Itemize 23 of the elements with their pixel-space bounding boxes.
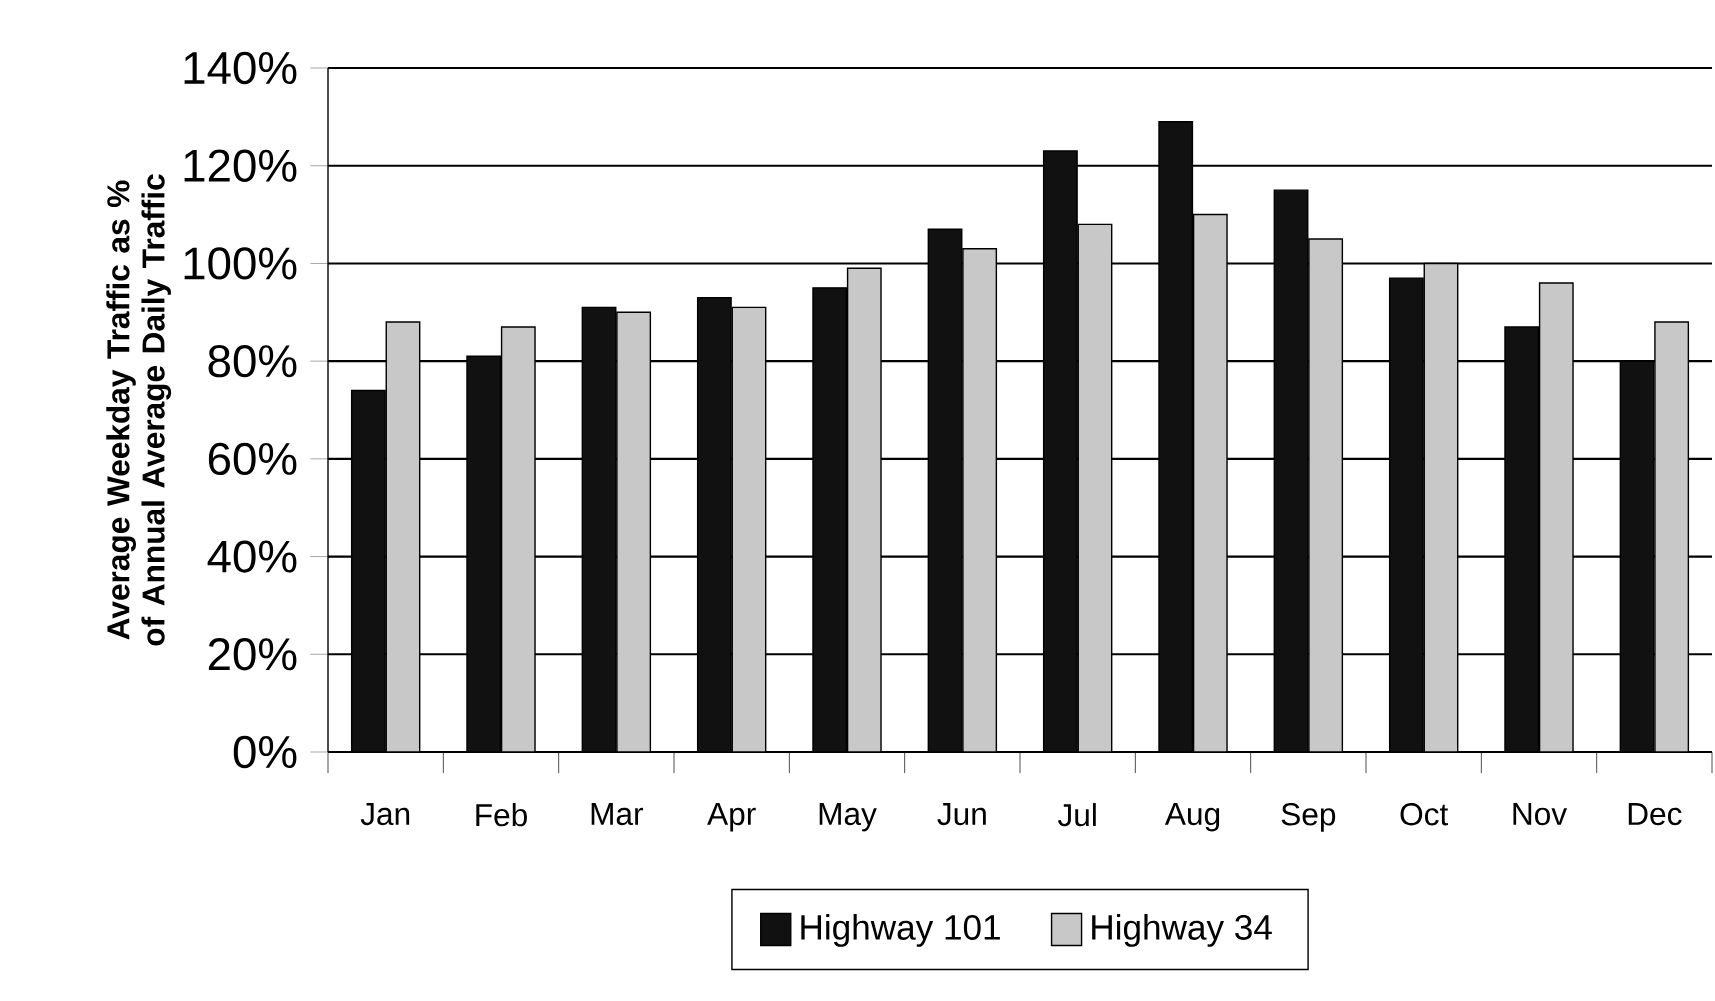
y-axis-title: Average Weekday Traffic as % of Annual Average Daily Traffic — [106, 174, 172, 646]
x-tick-label: Mar — [591, 803, 644, 826]
x-tick-label: Dec — [1628, 803, 1682, 826]
x-tick-label: Feb — [476, 803, 527, 827]
y-tick-label: 100% — [184, 247, 297, 280]
y-tick-label: 40% — [207, 540, 297, 573]
x-tick-label: May — [819, 803, 877, 832]
x-tick-label: Jun — [937, 803, 986, 826]
y-tick-label: 120% — [184, 149, 297, 182]
y-tick-label: 20% — [208, 638, 297, 671]
y-tick-label: 140% — [184, 51, 297, 85]
y-tick-label: 80% — [208, 344, 297, 378]
x-tick-label: Jul — [1057, 803, 1096, 827]
x-tick-label: Aug — [1164, 803, 1220, 832]
legend-label: Highway 34 — [1092, 914, 1272, 947]
y-tick-label: 60% — [208, 442, 297, 476]
x-tick-label: Oct — [1400, 803, 1449, 826]
x-tick-label: Apr — [707, 803, 756, 832]
legend-label: Highway 101 — [801, 914, 1000, 947]
x-tick-label: Nov — [1513, 803, 1568, 826]
y-tick-label: 0% — [233, 735, 297, 769]
x-tick-label: Jan — [360, 803, 410, 826]
x-tick-label: Sep — [1281, 803, 1336, 832]
